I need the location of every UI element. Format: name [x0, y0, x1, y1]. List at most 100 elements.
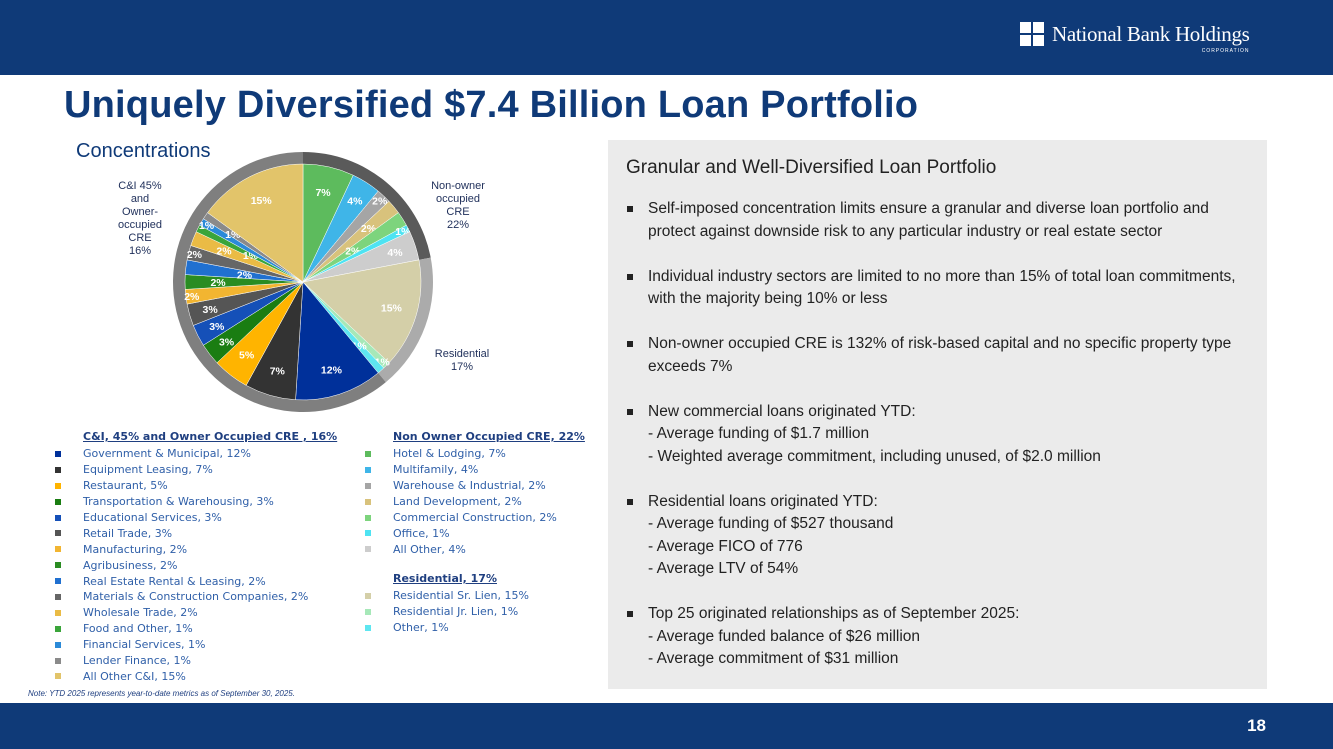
group-label-line: Non-owner	[431, 180, 485, 192]
data-label: 3%	[202, 304, 218, 316]
legend-label: Government & Municipal, 12%	[83, 447, 251, 461]
panel-title: Granular and Well-Diversified Loan Portf…	[626, 157, 997, 178]
legend-label: Materials & Construction Companies, 2%	[83, 590, 309, 604]
pie-slice	[207, 163, 304, 283]
pie-slice	[295, 281, 379, 401]
info-panel: Granular and Well-Diversified Loan Portf…	[608, 140, 1267, 689]
footnote: Note: YTD 2025 represents year-to-date m…	[28, 689, 295, 698]
legend-header: Residential, 17%	[393, 572, 497, 585]
legend-item: Multifamily, 4%	[365, 462, 585, 478]
legend-swatch-icon	[55, 466, 61, 473]
legend-item: Government & Municipal, 12%	[55, 446, 337, 462]
legend-label: Residential Sr. Lien, 15%	[393, 589, 529, 603]
legend-swatch-icon	[365, 482, 371, 489]
bullet-subitem: - Weighted average commitment, including…	[648, 447, 1101, 465]
legend-label: Land Development, 2%	[393, 495, 522, 509]
bullet-item: New commercial loans originated YTD: - Av…	[626, 401, 1256, 469]
data-label: 3%	[209, 321, 225, 333]
legend-swatch-icon	[55, 546, 61, 553]
legend-label: Commercial Construction, 2%	[393, 511, 557, 524]
legend-label: Equipment Leasing, 7%	[83, 463, 213, 477]
bullet-item: Individual industry sectors are limited …	[626, 266, 1256, 311]
bullet-subitem: - Average funding of $1.7 million	[648, 425, 870, 442]
data-label: 2%	[184, 291, 200, 303]
legend-swatch-icon	[365, 608, 371, 615]
data-label: 15%	[251, 195, 273, 207]
bullet-text: Top 25 originated relationships as of Se…	[648, 605, 1020, 622]
legend-item: Residential Jr. Lien, 1%	[365, 604, 529, 620]
legend-item: Wholesale Trade, 2%	[55, 605, 337, 621]
group-label-line: occupied	[117, 219, 163, 231]
legend-label: Other, 1%	[393, 621, 449, 635]
group-label-line: and	[130, 193, 150, 205]
legend-swatch-icon	[55, 482, 61, 489]
legend-label: Educational Services, 3%	[83, 511, 222, 524]
legend-label: Financial Services, 1%	[83, 638, 206, 652]
legend-swatch-icon	[365, 514, 371, 521]
legend-cre: Non Owner Occupied CRE, 22% Hotel & Lodgi…	[365, 430, 585, 557]
bullet-item: Non-owner occupied CRE is 132% of risk-b…	[626, 333, 1256, 378]
data-label: 15%	[381, 303, 403, 315]
logo-sub: CORPORATION	[1201, 48, 1250, 54]
legend-item: Warehouse & Industrial, 2%	[365, 478, 585, 494]
bullet-item: Top 25 originated relationships as of Se…	[626, 603, 1256, 671]
legend-swatch-icon	[365, 592, 371, 599]
group-ring-segment	[378, 257, 434, 383]
logo-name: National Bank Holdings	[1052, 22, 1250, 46]
page-number: 18	[1247, 716, 1266, 735]
legend-swatch-icon	[55, 673, 61, 680]
group-label-line: Residential	[434, 348, 490, 360]
legend-label: Warehouse & Industrial, 2%	[393, 479, 546, 493]
legend-label: Multifamily, 4%	[393, 463, 479, 477]
legend-swatch-icon	[55, 593, 61, 600]
data-label: 4%	[387, 247, 403, 259]
legend-label: Transportation & Warehousing, 3%	[83, 495, 274, 509]
legend-label: Lender Finance, 1%	[83, 654, 191, 668]
legend-swatch-icon	[55, 530, 61, 537]
section-subtitle: Concentrations	[76, 140, 211, 162]
bullet-subitem: - Average funding of $527 thousand	[648, 515, 894, 532]
legend-item: Residential Sr. Lien, 15%	[365, 588, 529, 604]
legend-item: Hotel & Lodging, 7%	[365, 446, 585, 462]
bullet-text: Residential loans originated YTD:	[648, 492, 878, 510]
pie-slice	[302, 259, 422, 364]
group-label-line: 17%	[450, 361, 474, 373]
legend-item: Restaurant, 5%	[55, 478, 337, 494]
legend-label: All Other C&I, 15%	[83, 669, 186, 683]
data-label: 7%	[270, 365, 286, 377]
bullet-item: Self-imposed concentration limits ensure…	[626, 198, 1256, 243]
legend-header: Non Owner Occupied CRE, 22%	[393, 430, 585, 443]
legend-label: Real Estate Rental & Leasing, 2%	[83, 574, 266, 588]
legend-ci: C&I, 45% and Owner Occupied CRE , 16% Gov…	[55, 430, 337, 684]
legend-swatch-icon	[55, 625, 61, 632]
legend-swatch-icon	[55, 562, 61, 569]
legend-swatch-icon	[55, 450, 61, 457]
data-label: 4%	[347, 195, 363, 207]
group-label-cre: Non-owner occupied CRE 22%	[424, 180, 492, 232]
bullet-item: Residential loans originated YTD: - Avera…	[626, 491, 1256, 581]
legend-swatch-icon	[365, 624, 371, 631]
data-label: 2%	[210, 277, 226, 289]
bullet-list: Self-imposed concentration limits ensure…	[626, 198, 1256, 693]
legend-label: Retail Trade, 3%	[83, 526, 173, 540]
legend-item: Materials & Construction Companies, 2%	[55, 589, 337, 605]
data-label: 2%	[237, 270, 253, 282]
legend-item: Agribusiness, 2%	[55, 557, 337, 573]
footer-bar: 18	[0, 703, 1333, 749]
legend-item: All Other C&I, 15%	[55, 668, 337, 684]
legend-swatch-icon	[55, 498, 61, 505]
bullet-subitem: - Average funded balance of $26 million	[648, 627, 921, 645]
legend-header: C&I, 45% and Owner Occupied CRE , 16%	[83, 430, 338, 443]
legend-label: Office, 1%	[393, 526, 450, 540]
group-label-line: 16%	[128, 245, 152, 257]
legend-item: All Other, 4%	[365, 541, 585, 557]
data-label: 12%	[321, 365, 343, 377]
legend-item: Food and Other, 1%	[55, 621, 337, 637]
legend-label: Agribusiness, 2%	[83, 558, 178, 572]
data-label: 2%	[216, 246, 232, 258]
legend-item: Land Development, 2%	[365, 494, 585, 510]
legend-swatch-icon	[365, 466, 371, 473]
legend-swatch-icon	[55, 641, 61, 648]
group-label-line: Owner-	[121, 206, 159, 218]
data-label: 2%	[187, 249, 203, 261]
